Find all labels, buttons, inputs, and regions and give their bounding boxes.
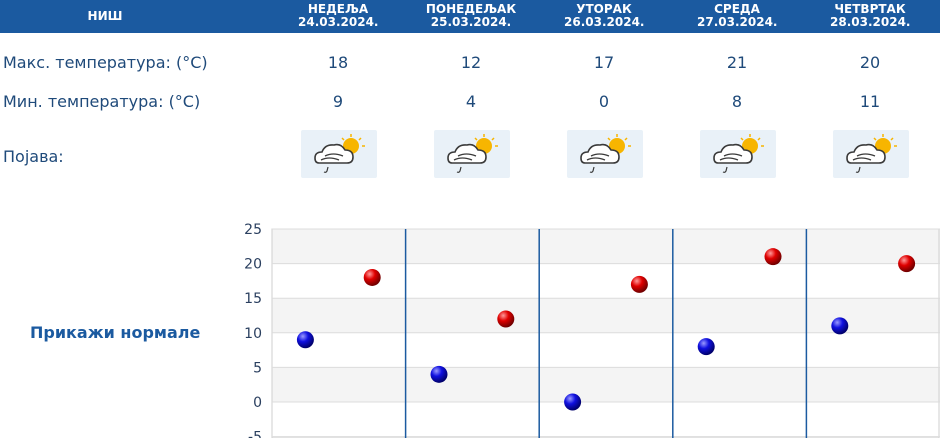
cloud-rain-sun-icon	[580, 134, 631, 173]
day-name: СРЕДА	[714, 2, 760, 16]
day-date: 28.03.2024.	[830, 15, 911, 29]
max-temp-value: 17	[593, 53, 615, 72]
max-temp-marker	[764, 248, 782, 266]
day-date: 27.03.2024.	[697, 15, 778, 29]
cloud-rain-sun-icon	[833, 130, 909, 178]
cloud-rain-sun-icon	[314, 134, 365, 173]
day-name: НЕДЕЉА	[307, 2, 369, 16]
cloud-rain-sun-icon	[846, 134, 897, 173]
forecast-header: НИШ НЕДЕЉА 24.03.2024. ПОНЕДЕЉАК 25.03.2…	[0, 0, 940, 33]
day-header-0: НЕДЕЉА 24.03.2024.	[298, 0, 378, 33]
max-temp-marker	[497, 310, 515, 328]
day-header-3: СРЕДА 27.03.2024.	[697, 0, 777, 33]
phenomenon-label: Појава:	[3, 147, 64, 166]
cloud-rain-sun-icon	[567, 130, 643, 178]
min-temp-label: Мин. температура: (°C)	[3, 92, 201, 111]
y-tick-label: 10	[244, 326, 262, 342]
max-temp-value: 20	[859, 53, 881, 72]
y-tick-label: 0	[253, 395, 262, 411]
min-temp-value: 0	[598, 92, 610, 111]
y-tick-label: 25	[244, 222, 262, 238]
max-temp-value: 18	[327, 53, 349, 72]
cloud-rain-sun-icon	[434, 130, 510, 178]
show-normals-link[interactable]: Прикажи нормале	[30, 323, 201, 342]
day-date: 24.03.2024.	[298, 15, 379, 29]
city-name: НИШ	[0, 0, 210, 33]
min-temp-marker	[831, 317, 849, 335]
day-header-2: УТОРАК 26.03.2024.	[564, 0, 644, 33]
grid-band	[272, 229, 940, 264]
day-header-4: ЧЕТВРТАК 28.03.2024.	[830, 0, 910, 33]
max-temp-value: 12	[460, 53, 482, 72]
min-temp-value: 8	[731, 92, 743, 111]
min-temp-value: 11	[859, 92, 881, 111]
grid-band	[272, 367, 940, 402]
cloud-rain-sun-icon	[447, 134, 498, 173]
max-temp-value: 21	[726, 53, 748, 72]
city-label: НИШ	[87, 9, 123, 23]
min-temp-marker	[697, 338, 715, 356]
day-date: 25.03.2024.	[430, 15, 512, 29]
cloud-rain-sun-icon	[301, 130, 377, 178]
y-tick-label: 20	[244, 257, 262, 273]
max-temp-marker	[630, 275, 648, 293]
grid-band	[272, 298, 940, 333]
day-header-1: ПОНЕДЕЉАК 25.03.2024.	[424, 0, 518, 33]
min-temp-value: 4	[465, 92, 477, 111]
cloud-rain-sun-icon	[700, 130, 776, 178]
min-temp-value: 9	[332, 92, 344, 111]
y-tick-label: 5	[253, 360, 262, 376]
day-date: 26.03.2024.	[564, 15, 645, 29]
max-temp-marker	[898, 255, 916, 273]
min-temp-marker	[564, 393, 582, 411]
day-name: ЧЕТВРТАК	[834, 2, 906, 16]
y-tick-label: 15	[244, 291, 262, 307]
day-name: УТОРАК	[576, 2, 632, 16]
min-temp-marker	[430, 365, 448, 383]
cloud-rain-sun-icon	[713, 134, 764, 173]
y-tick-label: -5	[248, 430, 262, 438]
max-temp-marker	[363, 268, 381, 286]
min-temp-marker	[296, 331, 314, 349]
max-temp-label: Макс. температура: (°C)	[3, 53, 208, 72]
day-name: ПОНЕДЕЉАК	[425, 2, 517, 16]
